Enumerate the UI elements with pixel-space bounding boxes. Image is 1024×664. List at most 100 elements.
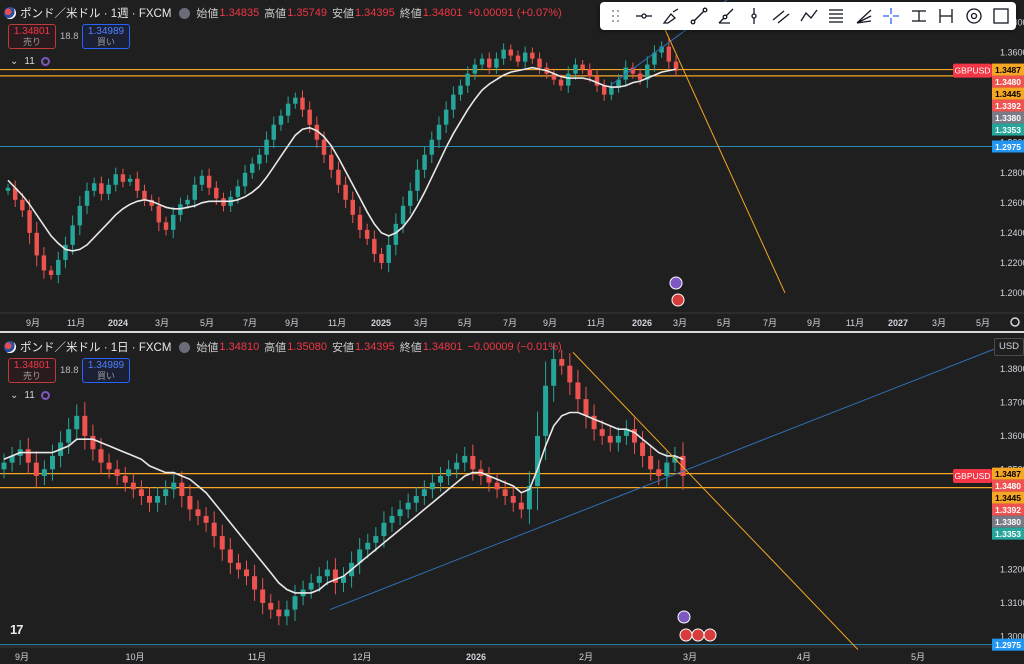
candle-body — [413, 496, 419, 503]
candle-body — [249, 163, 255, 173]
candle-body — [381, 522, 387, 537]
candle-body — [114, 469, 120, 476]
low-value: 1.34395 — [354, 7, 395, 19]
sell-button[interactable]: 1.34801 売り — [8, 358, 56, 383]
y-tick-label: 1.3700 — [1000, 397, 1024, 407]
bottom-symbol-title[interactable]: ポンド／米ドル · 1日 · FXCM — [20, 342, 172, 354]
y-tick-label: 1.3100 — [1000, 598, 1024, 608]
high-label: 高値 — [264, 342, 287, 354]
fib-retracement-icon[interactable] — [826, 6, 846, 26]
candle-body — [113, 174, 118, 185]
candle-body — [130, 482, 136, 490]
symbol-tag-label: GBPUSD — [955, 66, 991, 76]
candle-body — [195, 509, 201, 517]
y-tick-label: 1.3600 — [1000, 431, 1024, 441]
parallel-channel-icon[interactable] — [771, 6, 791, 26]
candle-body — [673, 61, 679, 71]
trend-line-icon[interactable] — [689, 6, 709, 26]
x-tick-label: 5月 — [200, 318, 214, 328]
candle-body — [74, 415, 80, 430]
candle-body — [292, 596, 298, 610]
candle-body — [336, 169, 341, 185]
buy-button[interactable]: 1.34989 買い — [82, 358, 130, 383]
bottom-indicator-legend[interactable]: ⌄ 11 — [10, 390, 50, 401]
candle-body — [365, 542, 371, 550]
price-range-icon[interactable] — [909, 6, 929, 26]
x-tick-label: 11月 — [587, 318, 605, 328]
sell-button[interactable]: 1.34801 売り — [8, 24, 56, 49]
candle-body — [494, 482, 500, 490]
candle-body — [199, 175, 205, 185]
candle-body — [82, 415, 88, 436]
candle-body — [63, 244, 68, 260]
candle-body — [534, 435, 541, 486]
change-value: −0.00009 (−0.01%) — [467, 341, 562, 353]
close-label: 終値 — [399, 342, 422, 354]
event-marker-icon — [677, 610, 691, 624]
candle-body — [142, 190, 147, 200]
indicator-count: 11 — [24, 56, 35, 67]
top-symbol-title[interactable]: ポンド／米ドル · 1週 · FXCM — [20, 8, 172, 20]
rectangle-icon[interactable] — [991, 6, 1011, 26]
fib-fan-icon[interactable] — [854, 6, 874, 26]
x-tick-label: 2024 — [108, 318, 128, 328]
low-label: 安値 — [331, 8, 354, 20]
vertical-line-icon[interactable] — [744, 6, 764, 26]
candle-body — [135, 178, 140, 191]
symbol-tag-bg — [953, 468, 992, 483]
date-range-icon[interactable] — [936, 6, 956, 26]
x-tick-label: 11月 — [846, 318, 864, 328]
candle-body — [616, 79, 621, 88]
buy-button[interactable]: 1.34989 買い — [82, 24, 130, 49]
target-icon[interactable] — [964, 6, 984, 26]
candle-body — [451, 94, 456, 110]
candle-body — [458, 85, 463, 95]
x-tick-label: 2027 — [888, 318, 908, 328]
buy-price: 1.34989 — [87, 26, 125, 37]
candle-body — [350, 199, 356, 215]
price-label-text: 1.3392 — [995, 505, 1021, 515]
drawing-toolbar — [600, 2, 1016, 30]
moving-average-line — [3, 411, 684, 594]
sell-label: 売り — [22, 37, 41, 47]
price-label-text: 1.3353 — [995, 125, 1021, 135]
x-tick-label: 11月 — [248, 652, 266, 662]
candle-body — [652, 52, 657, 65]
candle-body — [243, 569, 250, 577]
candle-body — [659, 46, 664, 53]
candle-body — [623, 429, 629, 436]
top-indicator-legend[interactable]: ⌄ 11 — [10, 56, 50, 67]
tradingview-logo: 17 — [10, 622, 24, 637]
candle-body — [648, 455, 654, 470]
candle-body — [640, 442, 646, 456]
indicator-settings-icon[interactable] — [40, 57, 50, 66]
candle-body — [530, 52, 535, 59]
downtrend-line — [654, 7, 786, 294]
candle-body — [284, 609, 290, 617]
candle-body — [187, 496, 193, 510]
crosshair-icon[interactable] — [881, 6, 901, 26]
eye-icon[interactable] — [179, 7, 191, 19]
indicator-settings-icon[interactable] — [40, 391, 50, 400]
x-tick-label: 5月 — [458, 318, 472, 328]
candle-body — [601, 85, 607, 95]
eye-icon[interactable] — [179, 341, 191, 353]
candle-body — [583, 399, 589, 416]
candle-body — [235, 186, 241, 197]
path-icon[interactable] — [799, 6, 819, 26]
candle-body — [179, 482, 185, 497]
x-tick-label: 3月 — [155, 318, 169, 328]
currency-button[interactable]: USD — [994, 338, 1024, 356]
chevron-down-icon[interactable]: ⌄ — [10, 390, 19, 401]
trend-angle-icon[interactable] — [716, 6, 736, 26]
price-label-text: 1.3445 — [995, 89, 1021, 99]
chevron-down-icon[interactable]: ⌄ — [10, 56, 19, 67]
close-value: 1.34801 — [422, 341, 463, 353]
horizontal-ray-icon[interactable] — [634, 6, 654, 26]
candle-body — [580, 64, 585, 70]
brush-icon[interactable] — [661, 6, 681, 26]
candle-body — [328, 154, 334, 170]
candle-body — [120, 174, 126, 182]
grip-icon[interactable] — [606, 6, 626, 26]
